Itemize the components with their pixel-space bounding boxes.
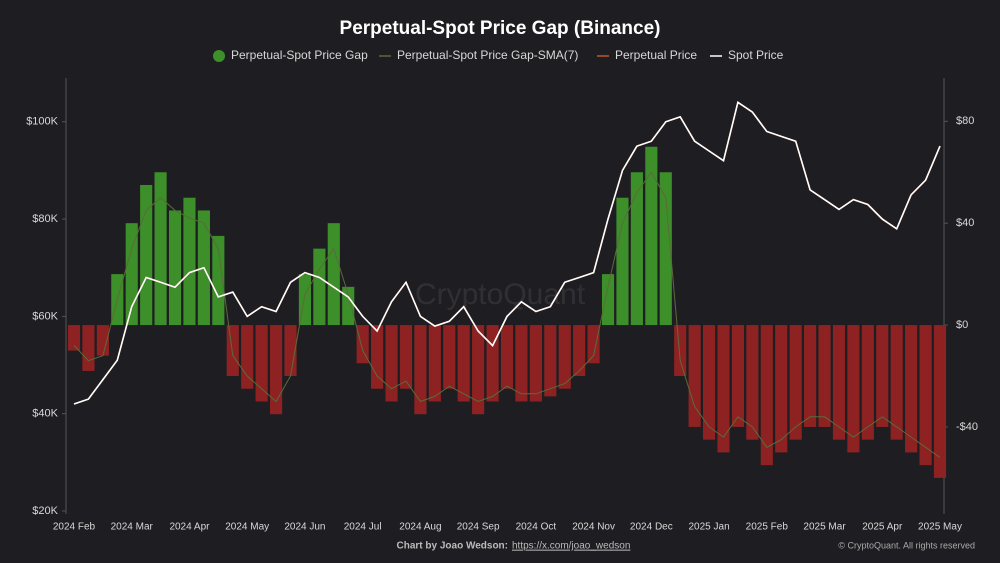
gap-bar (428, 325, 441, 402)
y2-tick-label: $40 (956, 217, 974, 229)
gap-bar (905, 325, 918, 453)
gap-bar (558, 325, 571, 389)
x-tick-label: 2024 Jul (344, 522, 382, 533)
y2-tick-label: -$40 (956, 421, 978, 433)
gap-bar (573, 325, 586, 377)
line (73, 171, 941, 458)
x-tick-label: 2024 Apr (169, 522, 210, 533)
gap-bar (212, 235, 225, 326)
gap-bar (587, 325, 600, 364)
gap-bar (775, 325, 788, 453)
x-tick-label: 2024 Sep (457, 522, 500, 533)
gap-bar (760, 325, 773, 466)
gap-bar (327, 223, 340, 326)
gap-bar (399, 325, 413, 389)
y-tick-label: $80K (32, 213, 58, 225)
gap-bar (861, 325, 874, 440)
gap-bar (645, 146, 658, 326)
gap-bar (601, 274, 615, 326)
credit: Chart by Joao Wedson: (397, 541, 509, 552)
x-tick-label: 2025 Mar (803, 522, 846, 533)
x-tick-label: 2024 Aug (399, 522, 441, 533)
gap-bar (385, 325, 398, 402)
gap-bar (789, 325, 802, 440)
gap-bar (168, 210, 182, 326)
gap-bar (674, 325, 687, 377)
x-tick-label: 2024 Mar (111, 522, 154, 533)
gap-bar (876, 325, 889, 427)
legend-label: Perpetual-Spot Price Gap (231, 48, 368, 62)
gap-bar (515, 325, 528, 402)
x-tick-label: 2025 Jan (688, 522, 729, 533)
y-tick-label: $60K (32, 310, 58, 322)
gap-bar (226, 325, 239, 377)
gap-bar (818, 325, 831, 427)
x-tick-label: 2025 May (918, 522, 962, 533)
gap-bar (67, 325, 81, 351)
gap-bar (443, 325, 456, 389)
chart-title: Perpetual-Spot Price Gap (Binance) (340, 18, 661, 39)
gap-bar (933, 325, 947, 478)
gap-bar (356, 325, 369, 364)
gap-bar (544, 325, 557, 397)
gap-bar (82, 325, 95, 371)
x-tick-label: 2024 Jun (284, 522, 325, 533)
gap-bar (890, 325, 903, 440)
gap-bar (847, 325, 860, 453)
gap-bar (529, 325, 542, 402)
gap-bar (746, 325, 759, 440)
gap-bar (241, 325, 254, 389)
legend-marker (213, 50, 225, 62)
gap-bar (284, 325, 297, 377)
x-tick-label: 2025 Apr (862, 522, 903, 533)
x-tick-label: 2024 Oct (516, 522, 557, 533)
gap-bar (630, 172, 643, 326)
legend-label: Perpetual Price (615, 48, 697, 62)
x-tick-label: 2024 May (225, 522, 269, 533)
gap-bar (414, 325, 427, 415)
y-tick-label: $40K (32, 408, 58, 420)
gap-bar (688, 325, 701, 427)
gap-bar (313, 248, 326, 326)
gap-bar (616, 197, 629, 326)
legend-label: Perpetual-Spot Price Gap-SMA(7) (397, 48, 578, 62)
watermark: CryptoQuant (415, 278, 586, 311)
gap-bar (717, 325, 730, 453)
gap-bar (486, 325, 499, 402)
x-tick-label: 2025 Feb (746, 522, 789, 533)
legend-label: Spot Price (728, 48, 784, 62)
copyright: © CryptoQuant. All rights reserved (838, 540, 975, 550)
gap-bar (919, 325, 932, 466)
gap-bar (255, 325, 268, 402)
gap-bar (96, 325, 109, 356)
gap-bar (804, 325, 817, 427)
line (73, 100, 941, 405)
gap-bar (270, 325, 283, 415)
y2-tick-label: $0 (956, 319, 968, 331)
gap-bar (472, 325, 485, 415)
x-tick-label: 2024 Dec (630, 522, 673, 533)
gap-bar (832, 325, 846, 440)
y-tick-label: $100K (26, 116, 58, 128)
gap-bar (703, 325, 716, 440)
x-tick-label: 2024 Feb (53, 522, 96, 533)
gap-bar (659, 172, 672, 326)
gap-bar (457, 325, 470, 402)
credit-link[interactable]: https://x.com/joao_wedson (512, 541, 630, 552)
y2-tick-label: $80 (956, 115, 974, 127)
y-tick-label: $20K (32, 505, 58, 517)
gap-bar (371, 325, 384, 389)
gap-bar (140, 184, 153, 326)
gap-bar (154, 172, 167, 326)
gap-bar (731, 325, 744, 427)
gap-bar (342, 286, 355, 326)
x-tick-label: 2024 Nov (572, 522, 615, 533)
gap-bar (183, 197, 196, 326)
gap-bar (500, 325, 514, 389)
